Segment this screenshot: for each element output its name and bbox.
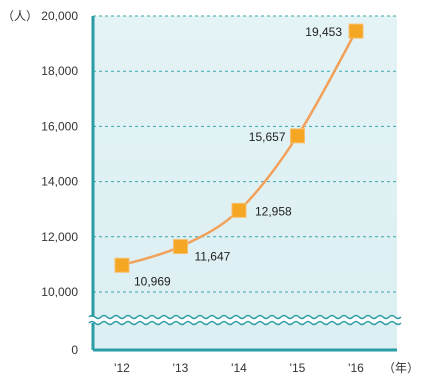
- data-point-marker: [348, 23, 364, 39]
- data-label: 11,647: [195, 250, 231, 264]
- data-label: 15,657: [249, 130, 286, 144]
- data-point-marker: [173, 239, 188, 255]
- y-tick-labels: 0 10,000 12,000 14,000 16,000 18,000 20,000: [41, 9, 78, 357]
- y-tick-label: 20,000: [41, 9, 78, 23]
- x-tick-label: '14: [231, 361, 247, 375]
- y-tick-label: 10,000: [41, 285, 78, 299]
- data-point-marker: [290, 128, 305, 144]
- x-tick-labels: '12 '13 '14 '15 '16: [114, 361, 364, 375]
- axes: [91, 16, 397, 352]
- data-label: 10,969: [134, 274, 171, 288]
- plot-area: [93, 16, 397, 350]
- gridlines: [93, 15, 397, 293]
- break-wave-top: [88, 314, 402, 320]
- data-labels: 10,969 11,647 12,958 15,657 19,453: [134, 25, 342, 288]
- break-wave-bottom: [88, 320, 402, 326]
- x-tick-label: '16: [348, 361, 364, 375]
- y-tick-label: 12,000: [41, 230, 78, 244]
- y-tick-label: 16,000: [41, 119, 78, 133]
- y-tick-label: 0: [71, 343, 78, 357]
- data-point-marker: [231, 202, 247, 218]
- data-point-marker: [114, 257, 130, 273]
- data-markers: [114, 23, 364, 273]
- y-tick-label: 18,000: [41, 64, 78, 78]
- x-tick-label: '13: [173, 361, 189, 375]
- x-unit-label: （年）: [383, 361, 419, 375]
- x-tick-label: '12: [114, 361, 130, 375]
- y-unit-label: （人）: [2, 9, 38, 23]
- y-tick-label: 14,000: [41, 175, 78, 189]
- x-tick-label: '15: [290, 361, 306, 375]
- axis-break: [88, 314, 402, 326]
- plot-background: [93, 16, 397, 350]
- data-label: 12,958: [255, 204, 292, 218]
- data-label: 19,453: [305, 25, 342, 39]
